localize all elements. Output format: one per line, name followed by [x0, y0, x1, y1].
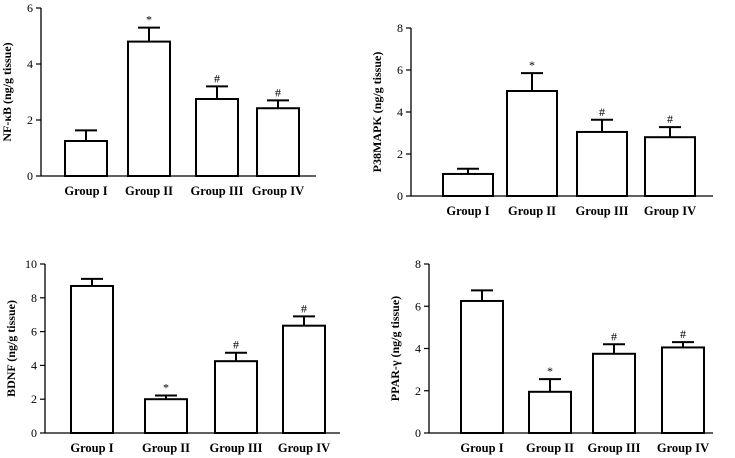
category-label: Group IV	[278, 441, 330, 455]
bar	[442, 172, 494, 197]
significance-marker: #	[599, 105, 605, 119]
significance-marker: *	[146, 13, 152, 27]
category-label: Group II	[142, 441, 190, 455]
bar	[528, 390, 572, 434]
y-tick-label: 4	[27, 57, 33, 71]
y-axis-label: BDNF (ng/g tissue)	[4, 300, 18, 397]
category-label: Group IV	[657, 441, 709, 455]
bar	[576, 130, 628, 197]
category-label: Group II	[526, 441, 574, 455]
bar	[256, 107, 300, 177]
y-tick-label: 8	[397, 21, 403, 35]
significance-marker: #	[301, 301, 307, 315]
y-tick-label: 6	[397, 63, 403, 77]
y-tick-label: 4	[397, 105, 403, 119]
chart-nfkb: 0 2 4 6 NF-κB (ng/g tissue) Group I * Group II #…	[0, 1, 316, 198]
bar	[127, 40, 171, 177]
category-label: Group III	[210, 441, 263, 455]
y-tick-label: 10	[25, 257, 37, 271]
bar	[661, 346, 705, 435]
y-tick-label: 2	[397, 147, 403, 161]
significance-marker: #	[275, 85, 281, 99]
bar	[144, 398, 188, 435]
y-tick-label: 2	[27, 113, 33, 127]
bar	[70, 284, 114, 434]
bar	[460, 299, 504, 434]
chart-p38mapk: 0 2 4 6 8 P38MAPK (ng/g tissue) Group I * Group …	[370, 21, 713, 218]
y-tick-label: 0	[415, 426, 421, 440]
bar	[592, 352, 636, 434]
significance-marker: *	[529, 58, 535, 72]
y-tick-label: 6	[31, 325, 37, 339]
bar	[195, 98, 239, 177]
significance-marker: #	[611, 329, 617, 343]
chart-pparg: 0 2 4 6 8 PPAR-γ (ng/g tissue) Group I * Group I…	[388, 257, 713, 455]
bar	[506, 90, 558, 197]
y-axis-label: NF-κB (ng/g tissue)	[0, 42, 14, 141]
y-tick-label: 2	[415, 384, 421, 398]
bar	[282, 324, 326, 434]
y-tick-label: 6	[27, 1, 33, 15]
category-label: Group III	[576, 204, 629, 218]
bar	[644, 136, 696, 197]
category-label: Group I	[64, 184, 107, 198]
y-tick-label: 8	[31, 291, 37, 305]
y-tick-label: 8	[415, 257, 421, 271]
category-label: Group III	[588, 441, 641, 455]
category-label: Group III	[191, 184, 244, 198]
bar	[64, 140, 108, 177]
category-label: Group II	[125, 184, 173, 198]
y-tick-label: 0	[397, 189, 403, 203]
bar	[214, 360, 258, 434]
significance-marker: #	[233, 338, 239, 352]
y-tick-label: 0	[27, 169, 33, 183]
category-label: Group I	[70, 441, 113, 455]
significance-marker: *	[163, 380, 169, 394]
y-tick-label: 4	[415, 342, 421, 356]
significance-marker: #	[214, 71, 220, 85]
y-tick-label: 0	[31, 426, 37, 440]
category-label: Group I	[446, 204, 489, 218]
y-axis-label: PPAR-γ (ng/g tissue)	[388, 296, 402, 401]
category-label: Group II	[508, 204, 556, 218]
y-tick-label: 4	[31, 358, 37, 372]
chart-bdnf: 0 2 4 6 8 10 BDNF (ng/g tissue) Group I * Group I…	[4, 257, 340, 455]
y-tick-label: 6	[415, 299, 421, 313]
y-axis-label: P38MAPK (ng/g tissue)	[370, 52, 384, 173]
category-label: Group IV	[644, 204, 696, 218]
significance-marker: #	[680, 327, 686, 341]
y-tick-label: 2	[31, 392, 37, 406]
category-label: Group I	[460, 441, 503, 455]
category-label: Group IV	[252, 184, 304, 198]
significance-marker: *	[547, 364, 553, 378]
significance-marker: #	[667, 112, 673, 126]
